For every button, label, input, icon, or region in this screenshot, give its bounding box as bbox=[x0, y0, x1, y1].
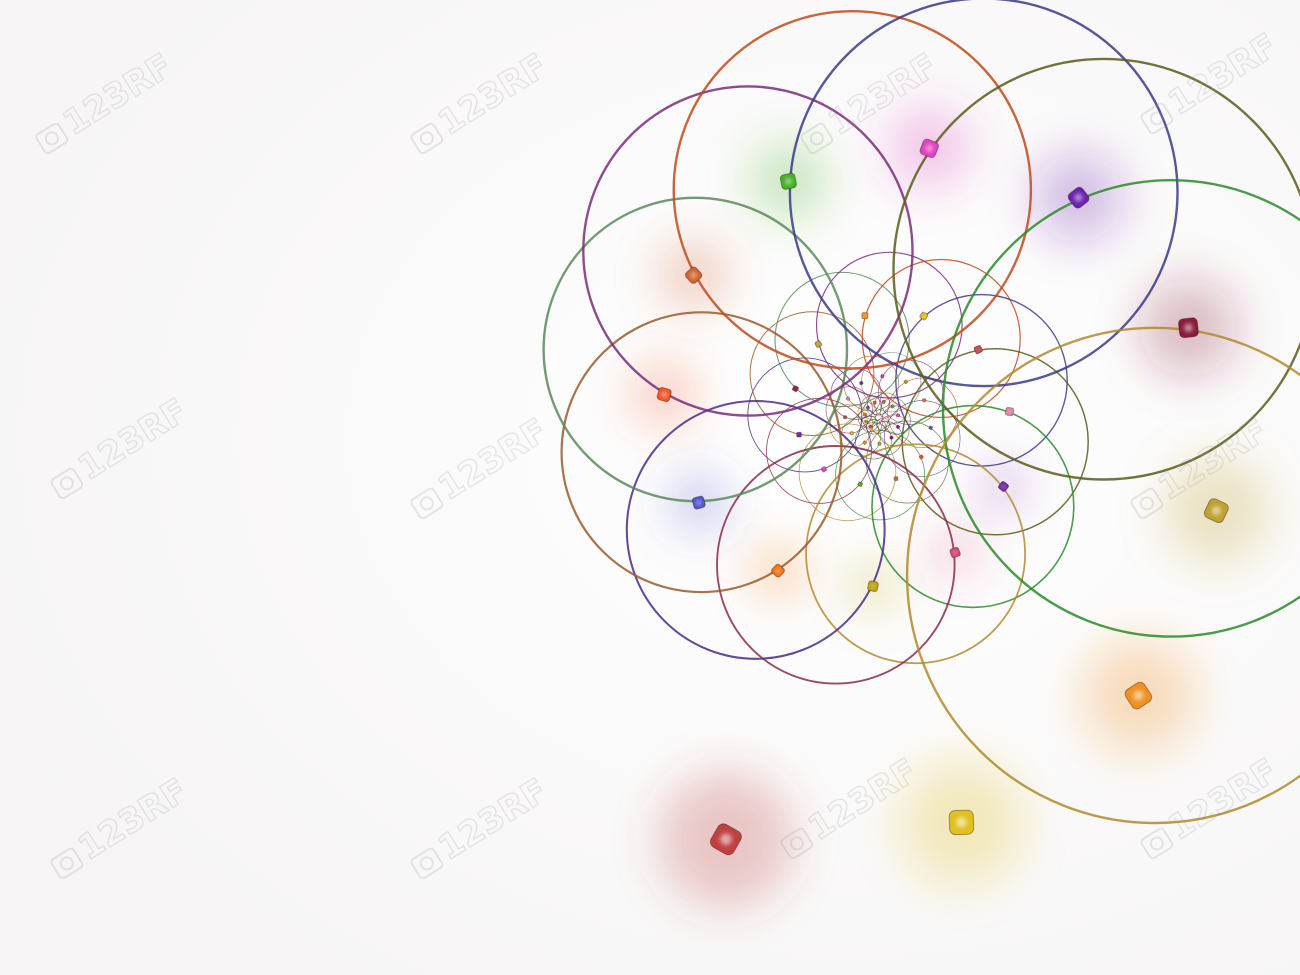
bead-highlight bbox=[1007, 409, 1012, 414]
spiral-ring bbox=[749, 311, 875, 436]
camera-lens bbox=[59, 856, 74, 871]
bead-highlight bbox=[775, 568, 781, 574]
bead-highlight bbox=[863, 314, 867, 318]
bead-highlight bbox=[878, 443, 881, 445]
camera-icon bbox=[1140, 102, 1174, 135]
bead-highlight bbox=[822, 468, 825, 471]
camera-icon bbox=[50, 847, 84, 880]
spiral-ring bbox=[625, 399, 886, 660]
spiral-ring bbox=[905, 326, 1300, 825]
bead-highlight bbox=[1211, 506, 1221, 516]
spiral-ring bbox=[892, 57, 1300, 481]
bead-highlight bbox=[953, 550, 958, 555]
spiral-ring bbox=[560, 311, 843, 594]
bead-highlight bbox=[867, 406, 869, 409]
bead-highlight bbox=[869, 425, 872, 428]
bead-highlight bbox=[847, 397, 849, 400]
spiral-ring bbox=[941, 179, 1300, 638]
bead-highlight bbox=[874, 401, 876, 404]
camera-icon bbox=[35, 122, 69, 155]
bead-highlight bbox=[1133, 690, 1144, 701]
bead-highlight bbox=[661, 391, 668, 398]
bead-highlight bbox=[865, 420, 867, 423]
bead-highlight bbox=[905, 381, 907, 383]
bead-highlight bbox=[817, 342, 820, 346]
bead-highlight bbox=[1074, 193, 1083, 202]
bead-highlight bbox=[897, 414, 899, 416]
camera-lens bbox=[419, 856, 434, 871]
spiral-ring bbox=[788, 0, 1179, 388]
bead-highlight bbox=[870, 584, 876, 589]
camera-lens bbox=[809, 131, 824, 146]
camera-icon bbox=[780, 827, 814, 860]
camera-lens bbox=[59, 476, 74, 491]
bead-highlight bbox=[720, 833, 732, 846]
spiral-ring bbox=[582, 85, 914, 417]
bead-highlight bbox=[1001, 484, 1006, 489]
bead-highlight bbox=[922, 314, 926, 318]
bead-highlight bbox=[881, 375, 884, 377]
spiral-ring bbox=[774, 271, 910, 408]
camera-icon bbox=[410, 847, 444, 880]
bead-highlight bbox=[890, 436, 893, 439]
spiral-ring bbox=[672, 9, 1033, 370]
bead-highlight bbox=[844, 416, 846, 418]
bead-highlight bbox=[930, 427, 932, 429]
bead-highlight bbox=[897, 426, 899, 428]
spiral-ring bbox=[857, 409, 876, 428]
bead-highlight bbox=[794, 387, 797, 390]
bead-highlight bbox=[956, 817, 967, 828]
spiral-ring bbox=[861, 258, 1021, 419]
camera-lens bbox=[419, 131, 434, 146]
spiral-ring bbox=[716, 445, 956, 685]
camera-icon bbox=[800, 122, 834, 155]
camera-icon bbox=[50, 467, 84, 500]
bead-highlight bbox=[920, 456, 922, 458]
spiral-ring bbox=[835, 430, 926, 521]
camera-icon bbox=[1140, 827, 1174, 860]
camera-lens bbox=[789, 836, 804, 851]
bead-highlight bbox=[798, 433, 800, 436]
bead-highlight bbox=[976, 347, 980, 352]
camera-icon bbox=[410, 487, 444, 520]
camera-icon bbox=[410, 122, 444, 155]
camera-lens bbox=[1149, 111, 1164, 126]
camera-lens bbox=[1149, 836, 1164, 851]
spiral-rings bbox=[542, 0, 1300, 825]
camera-lens bbox=[44, 131, 59, 146]
bead-highlight bbox=[883, 401, 885, 403]
camera-icon bbox=[1130, 487, 1164, 520]
camera-lens bbox=[1139, 496, 1154, 511]
bead-highlight bbox=[851, 432, 853, 434]
spiral-ring bbox=[883, 400, 961, 477]
bead-highlight bbox=[785, 178, 792, 185]
bead-highlight bbox=[1184, 323, 1193, 332]
bead-highlight bbox=[895, 477, 897, 480]
bead-highlight bbox=[925, 144, 933, 152]
bead-highlight bbox=[891, 405, 894, 407]
bead-highlight bbox=[690, 272, 697, 279]
spiral-ring bbox=[901, 348, 1089, 536]
spiral-ring bbox=[825, 386, 873, 434]
bead-highlight bbox=[696, 500, 702, 506]
bead-highlight bbox=[923, 399, 925, 401]
glowing-beads bbox=[656, 138, 1229, 856]
bead-highlight bbox=[864, 441, 866, 444]
bead-highlight bbox=[860, 382, 862, 384]
camera-lens bbox=[419, 496, 434, 511]
bead-highlight bbox=[859, 483, 862, 486]
spiral-ring bbox=[805, 443, 1026, 665]
bead-highlight bbox=[864, 413, 866, 416]
